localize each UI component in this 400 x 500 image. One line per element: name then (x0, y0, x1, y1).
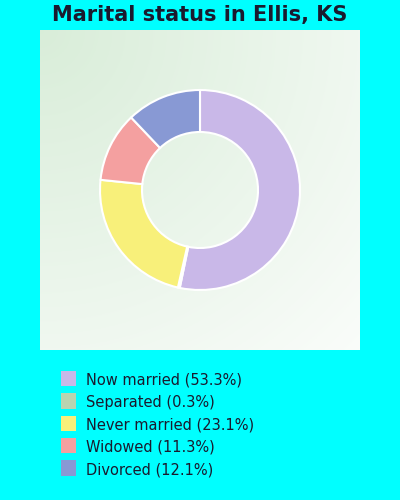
Wedge shape (180, 90, 300, 290)
Legend: Now married (53.3%), Separated (0.3%), Never married (23.1%), Widowed (11.3%), D: Now married (53.3%), Separated (0.3%), N… (55, 367, 260, 483)
Text: Marital status in Ellis, KS: Marital status in Ellis, KS (52, 5, 348, 25)
Wedge shape (100, 118, 160, 184)
Wedge shape (178, 246, 188, 288)
Wedge shape (131, 90, 200, 148)
Wedge shape (100, 180, 187, 288)
